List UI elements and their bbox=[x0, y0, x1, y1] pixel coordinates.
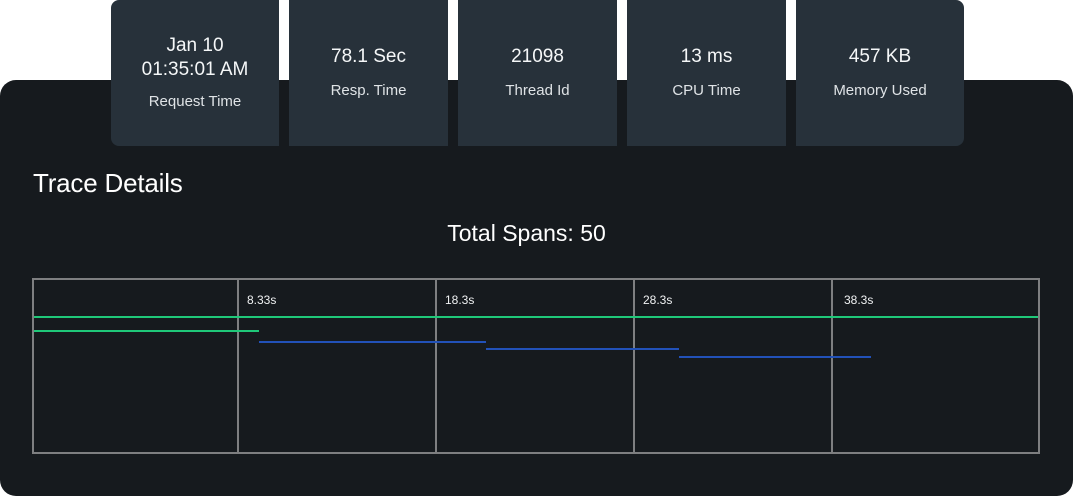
metric-card-request-time: Jan 10 01:35:01 AM Request Time bbox=[111, 0, 279, 146]
span-bar[interactable] bbox=[259, 341, 486, 343]
grid-line bbox=[831, 280, 833, 452]
memory-used-label: Memory Used bbox=[833, 82, 927, 99]
request-time-label: Request Time bbox=[148, 93, 242, 110]
metric-card-resp-time: 78.1 Sec Resp. Time bbox=[289, 0, 448, 146]
tick-label: 18.3s bbox=[445, 293, 475, 307]
metric-card-thread-id: 21098 Thread Id bbox=[458, 0, 617, 146]
metric-cards: Jan 10 01:35:01 AM Request Time 78.1 Sec… bbox=[0, 0, 1073, 146]
span-bar[interactable] bbox=[679, 356, 871, 358]
section-title: Trace Details bbox=[33, 168, 183, 198]
request-time-date: Jan 10 bbox=[166, 35, 224, 56]
grid-line bbox=[435, 280, 437, 452]
span-bar[interactable] bbox=[486, 348, 679, 350]
resp-time-label: Resp. Time bbox=[330, 82, 407, 99]
metric-card-memory-used: 457 KB Memory Used bbox=[796, 0, 964, 146]
thread-id-label: Thread Id bbox=[505, 82, 570, 99]
request-time-value: 01:35:01 AM bbox=[141, 59, 249, 80]
resp-time-value: 78.1 Sec bbox=[331, 46, 406, 67]
memory-used-value: 457 KB bbox=[848, 46, 912, 67]
span-bar-root[interactable] bbox=[34, 316, 1038, 318]
metric-card-cpu-time: 13 ms CPU Time bbox=[627, 0, 786, 146]
cpu-time-label: CPU Time bbox=[672, 82, 741, 99]
thread-id-value: 21098 bbox=[511, 46, 564, 67]
grid-line bbox=[237, 280, 239, 452]
cpu-time-value: 13 ms bbox=[680, 46, 733, 67]
trace-panel bbox=[0, 80, 1073, 496]
grid-line bbox=[633, 280, 635, 452]
tick-label: 28.3s bbox=[643, 293, 673, 307]
span-bar[interactable] bbox=[34, 330, 259, 332]
total-spans: Total Spans: 50 bbox=[447, 220, 606, 246]
tick-label: 38.3s bbox=[844, 293, 874, 307]
tick-label: 8.33s bbox=[247, 293, 277, 307]
trace-timeline-chart: 8.33s 18.3s 28.3s 38.3s bbox=[32, 278, 1040, 454]
